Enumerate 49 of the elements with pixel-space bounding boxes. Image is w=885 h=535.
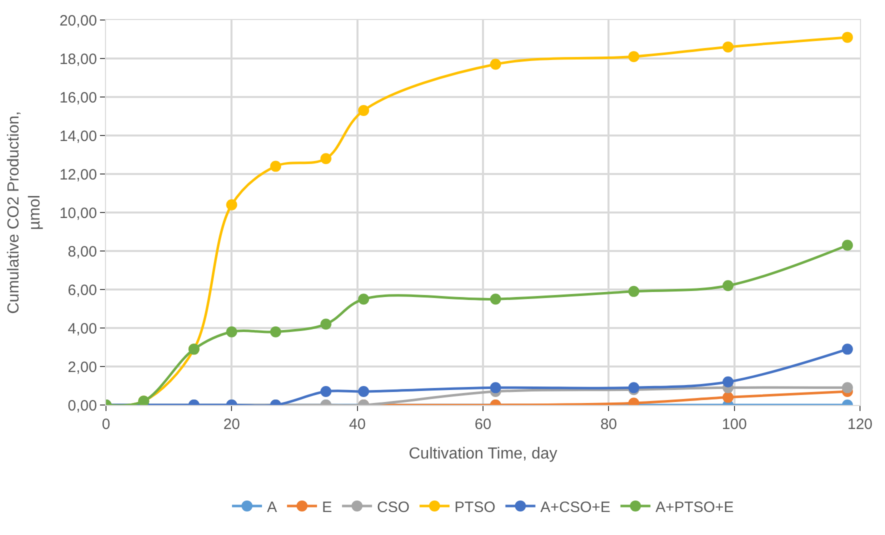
point	[320, 386, 332, 398]
point	[490, 294, 502, 305]
point	[358, 386, 370, 398]
x-tick-label: 40	[348, 416, 366, 433]
y-axis-title: Cumulative CO2 Production, µmol	[6, 111, 44, 314]
point	[722, 41, 734, 52]
point	[490, 58, 502, 70]
point	[270, 326, 282, 338]
y-tick-label: 4,00	[68, 320, 97, 338]
y-tick-label: 2,00	[68, 358, 97, 376]
legend-label: A+CSO+E	[540, 498, 610, 516]
point	[320, 318, 332, 330]
x-tick-label: 80	[600, 416, 618, 433]
point	[842, 32, 853, 43]
point	[722, 376, 734, 388]
point	[842, 240, 853, 251]
legend-label: A+PTSO+E	[655, 498, 734, 516]
x-tick-label: 120	[847, 416, 873, 433]
point	[722, 280, 734, 292]
point	[490, 382, 502, 394]
point	[226, 199, 238, 210]
legend-label: E	[322, 498, 332, 516]
y-tick-label: 6,00	[68, 282, 97, 299]
point	[358, 104, 370, 116]
point	[722, 392, 734, 403]
legend-label: PTSO	[454, 498, 496, 516]
x-axis-title: Cultivation Time, day	[408, 446, 558, 463]
y-tick-label: 10,00	[59, 204, 97, 222]
point	[628, 286, 640, 297]
y-tick-label: 12,00	[59, 166, 97, 184]
y-tick-label: 8,00	[68, 243, 97, 260]
point	[842, 382, 853, 394]
y-tick-label: 16,00	[59, 89, 97, 106]
legend-label: CSO	[377, 498, 410, 516]
point	[226, 326, 238, 338]
point	[628, 51, 640, 62]
point	[270, 160, 282, 172]
point	[358, 294, 370, 305]
point	[320, 153, 332, 164]
x-tick-label: 20	[223, 416, 240, 433]
y-tick-label: 20,00	[59, 12, 97, 30]
point	[842, 344, 853, 355]
legend-label: A	[267, 498, 278, 516]
y-tick-label: 18,00	[59, 50, 97, 68]
y-tick-label: 0,00	[68, 397, 97, 414]
x-tick-label: 60	[474, 416, 492, 433]
y-tick-label: 14,00	[59, 128, 97, 145]
x-tick-label: 0	[102, 416, 110, 433]
x-tick-label: 100	[722, 416, 747, 433]
